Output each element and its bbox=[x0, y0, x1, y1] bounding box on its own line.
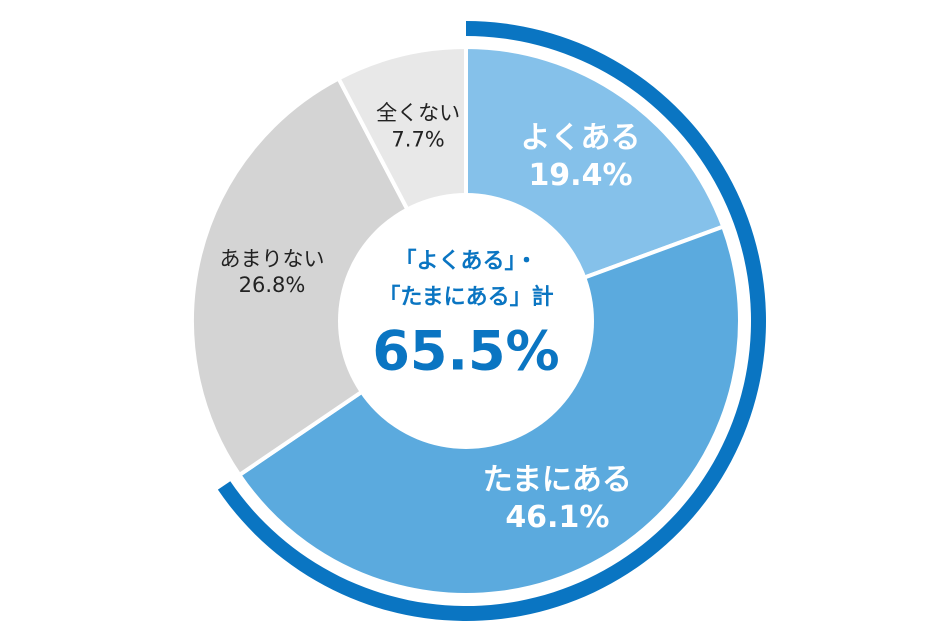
center-label: 「よくある」・ bbox=[394, 249, 537, 274]
slice-label: たまにある bbox=[483, 462, 632, 497]
donut-hole bbox=[338, 193, 594, 449]
slice-value-label: 46.1% bbox=[505, 500, 609, 535]
slice-label: よくある bbox=[520, 121, 640, 156]
slice-value-label: 19.4% bbox=[528, 158, 632, 193]
donut-slice bbox=[190, 75, 469, 478]
slice-label: あまりない bbox=[219, 247, 324, 271]
center-value: 65.5% bbox=[372, 320, 559, 383]
slice-value-label: 26.8% bbox=[239, 273, 306, 297]
center-label: 「たまにある」計 bbox=[378, 284, 553, 310]
slice-value-label: 7.7% bbox=[391, 127, 444, 151]
slice-label: 全くない bbox=[376, 101, 460, 125]
